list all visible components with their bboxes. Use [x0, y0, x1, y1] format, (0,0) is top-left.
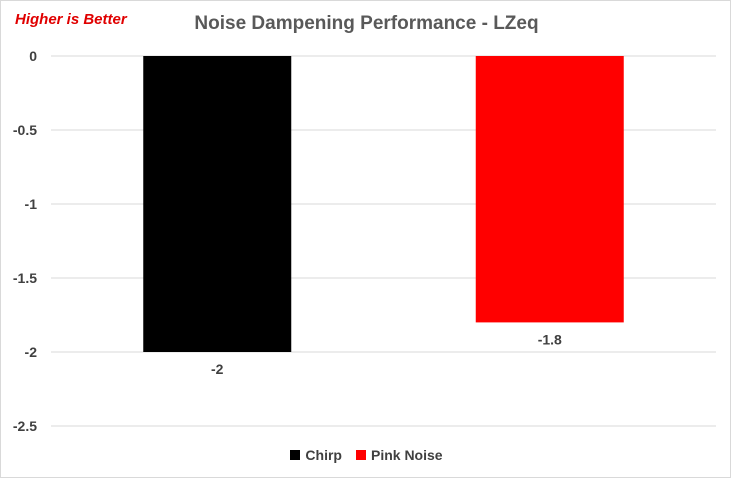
legend: Chirp Pink Noise [1, 447, 731, 463]
legend-swatch-chirp [290, 450, 301, 460]
bar-chirp [143, 56, 292, 352]
y-tick-label: -0.5 [13, 122, 37, 138]
bar-pink-noise [475, 56, 624, 323]
y-tick-label: 0 [29, 48, 37, 64]
legend-item-chirp: Chirp [290, 447, 342, 463]
y-tick-label: -1.5 [13, 270, 37, 286]
legend-item-pink-noise: Pink Noise [355, 447, 443, 463]
y-tick-label: -2 [25, 344, 38, 360]
data-label-pink-noise: -1.8 [538, 331, 562, 347]
higher-is-better-note: Higher is Better [15, 11, 127, 28]
y-tick-label: -2.5 [13, 418, 37, 434]
legend-label-chirp: Chirp [305, 447, 342, 463]
legend-label-pink-noise: Pink Noise [370, 447, 443, 463]
legend-swatch-pink-noise [355, 450, 366, 460]
data-label-chirp: -2 [211, 361, 224, 377]
chart-title: Noise Dampening Performance - LZeq [194, 13, 539, 34]
y-tick-label: -1 [25, 196, 38, 212]
